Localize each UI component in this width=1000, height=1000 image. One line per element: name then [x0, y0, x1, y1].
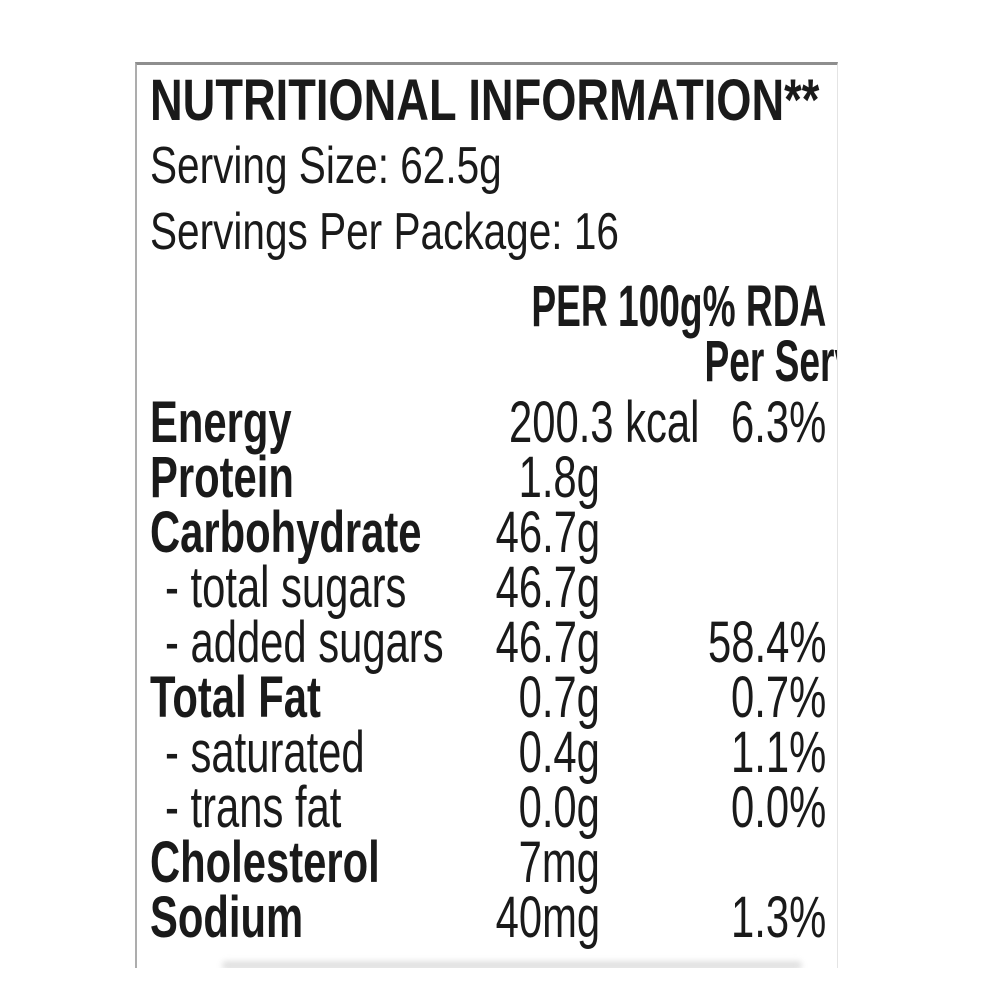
panel-title: NUTRITIONAL INFORMATION**: [150, 68, 837, 133]
per-100g-value: 0.4g: [518, 720, 600, 785]
nutrient-sublabel: - saturated: [165, 720, 365, 785]
per-100g-value: 0.0g: [518, 775, 600, 840]
nutrient-label: Energy: [150, 390, 292, 455]
per-100g-value: 1.8g: [518, 445, 600, 510]
nutrient-label: Total Fat: [150, 665, 321, 730]
table-row-added-sugars: - added sugars 46.7g 58.4%: [150, 610, 837, 675]
table-header-row: PER 100g % RDA Per Serve*: [150, 274, 837, 391]
rda-value: [600, 505, 826, 560]
nutrient-label: Carbohydrate: [150, 500, 422, 565]
table-row-sodium: Sodium 40mg 1.3%: [150, 885, 837, 950]
per-100g-value: 7mg: [518, 830, 600, 895]
nutrient-label: Protein: [150, 445, 294, 510]
cutoff-print-artifact: [222, 961, 802, 968]
rda-header-line2: Per Serve*: [704, 329, 837, 394]
table-row-total-fat: Total Fat 0.7g 0.7%: [150, 665, 837, 730]
table-row-trans-fat: - trans fat 0.0g 0.0%: [150, 775, 837, 840]
per-100g-value: 40mg: [495, 885, 600, 950]
nutrition-panel: NUTRITIONAL INFORMATION** Serving Size: …: [135, 62, 838, 968]
table-row-cholesterol: Cholesterol 7mg: [150, 830, 837, 895]
per-100g-header-text: PER 100g: [531, 274, 703, 339]
rda-value: [600, 835, 826, 890]
per-100g-value: 46.7g: [495, 500, 600, 565]
nutrient-sublabel: - added sugars: [165, 610, 444, 675]
table-row-total-sugars: - total sugars 46.7g: [150, 555, 837, 620]
per-100g-value: 46.7g: [495, 555, 600, 620]
per-100g-value: 0.7g: [518, 665, 600, 730]
rda-value: 58.4%: [707, 610, 826, 675]
nutrition-table: PER 100g % RDA Per Serve* Energy 200.3 k…: [150, 274, 837, 950]
table-row-saturated-fat: - saturated 0.4g 1.1%: [150, 720, 837, 785]
serving-info: Serving Size: 62.5g Servings Per Package…: [150, 133, 837, 265]
column-header-rda: % RDA Per Serve*: [600, 274, 837, 391]
serving-size-text: Serving Size: 62.5g: [150, 137, 502, 195]
serving-size-line: Serving Size: 62.5g: [150, 133, 837, 199]
rda-value: 0.0%: [730, 775, 826, 840]
nutrient-sublabel: - total sugars: [165, 555, 407, 620]
nutrient-label: Cholesterol: [150, 830, 380, 895]
servings-per-package-text: Servings Per Package: 16: [150, 203, 619, 261]
per-100g-value: 46.7g: [495, 610, 600, 675]
table-row-energy: Energy 200.3 kcal 6.3%: [150, 390, 837, 455]
per-100g-value: 200.3 kcal: [509, 390, 700, 455]
rda-value: 1.3%: [730, 885, 826, 950]
panel-title-text: NUTRITIONAL INFORMATION**: [150, 68, 820, 133]
table-row-carbohydrate: Carbohydrate 46.7g: [150, 500, 837, 565]
rda-value: 0.7%: [730, 665, 826, 730]
rda-value: 1.1%: [730, 720, 826, 785]
servings-per-package-line: Servings Per Package: 16: [150, 199, 837, 265]
rda-value: 6.3%: [730, 390, 826, 455]
rda-value: [600, 560, 826, 615]
nutrient-label: Sodium: [150, 885, 304, 950]
rda-value: [600, 450, 826, 505]
nutrient-sublabel: - trans fat: [165, 775, 342, 840]
column-header-per-100g: PER 100g: [435, 278, 702, 336]
table-row-protein: Protein 1.8g: [150, 445, 837, 510]
rda-header-line1: % RDA: [702, 274, 826, 339]
